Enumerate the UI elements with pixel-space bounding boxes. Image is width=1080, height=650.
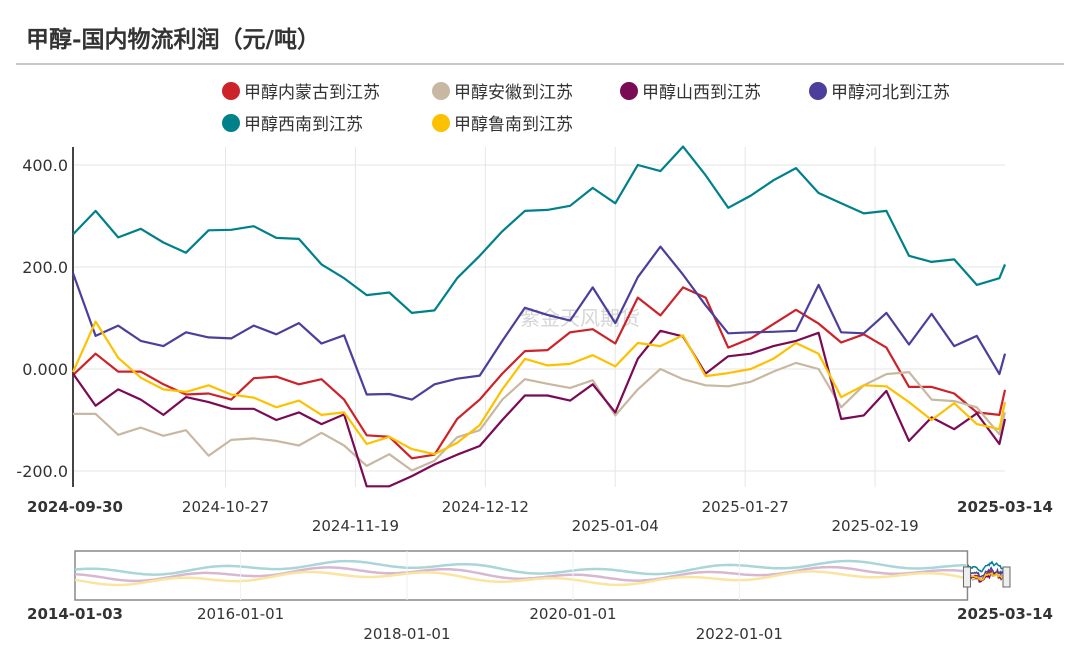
x-tick-label: 2025-01-27 [702,498,789,516]
legend-marker-icon [432,113,450,132]
y-tick-label: 400.0 [22,156,68,175]
title-divider [16,63,1064,65]
y-tick-label: 0.000 [22,360,68,379]
legend-label: 甲醇鲁南到江苏 [454,115,573,135]
legend-label: 甲醇西南到江苏 [244,115,363,135]
x-tick-label: 2024-11-19 [312,517,399,535]
legend-marker-icon [222,113,240,132]
navigator-end-label: 2025-03-14 [957,605,1053,623]
x-end-label: 2025-03-14 [957,498,1053,516]
navigator-series-line [966,571,1006,583]
legend-label: 甲醇河北到江苏 [831,83,950,103]
navigator-tick-label: 2018-01-01 [363,625,450,643]
y-tick-label: 200.0 [22,258,68,277]
legend-marker-icon [620,81,638,100]
series-line [72,329,1007,488]
x-tick-label: 2025-01-04 [572,517,659,535]
navigator-background [74,550,969,601]
x-tick-label: 2025-02-19 [831,517,918,535]
legend-label: 甲醇内蒙古到江苏 [244,83,380,103]
series-line [72,145,1007,314]
series-line [71,320,1007,456]
legend-label: 甲醇山西到江苏 [642,83,761,103]
x-start-label: 2024-09-30 [27,498,123,516]
navigator-history-line [74,570,967,587]
series-line [71,245,1007,401]
navigator-start-label: 2014-01-03 [27,605,123,623]
legend-item[interactable]: 甲醇西南到江苏 [222,110,363,135]
navigator-tick-label: 2022-01-01 [696,625,783,643]
legend-item[interactable]: 甲醇内蒙古到江苏 [222,78,380,103]
navigator-series-line [966,566,1006,579]
navigator-right-handle[interactable] [1002,566,1011,588]
legend-item[interactable]: 甲醇山西到江苏 [620,78,761,103]
series-line [73,361,1007,472]
navigator-tick-label: 2016-01-01 [197,605,284,623]
legend-item[interactable]: 甲醇河北到江苏 [809,78,950,103]
navigator-history-line [74,559,966,576]
x-tick-label: 2024-12-12 [442,498,529,516]
y-tick-label: -200.0 [16,462,68,481]
navigator-tick-label: 2020-01-01 [529,605,616,623]
watermark: 紫金天风期货 [520,306,640,330]
navigator-series-line [966,570,1006,581]
navigator[interactable] [74,550,1011,601]
legend-marker-icon [432,81,450,100]
legend-marker-icon [222,81,240,100]
navigator-history-line [74,565,967,583]
legend-label: 甲醇安徽到江苏 [454,83,573,103]
navigator-left-handle[interactable] [962,566,971,588]
navigator-series-line [966,560,1006,573]
legend-item[interactable]: 甲醇鲁南到江苏 [432,110,573,135]
chart-title: 甲醇-国内物流利润（元/吨） [26,26,320,53]
legend-marker-icon [809,81,827,100]
x-tick-label: 2024-10-27 [182,498,269,516]
legend-item[interactable]: 甲醇安徽到江苏 [432,78,573,103]
